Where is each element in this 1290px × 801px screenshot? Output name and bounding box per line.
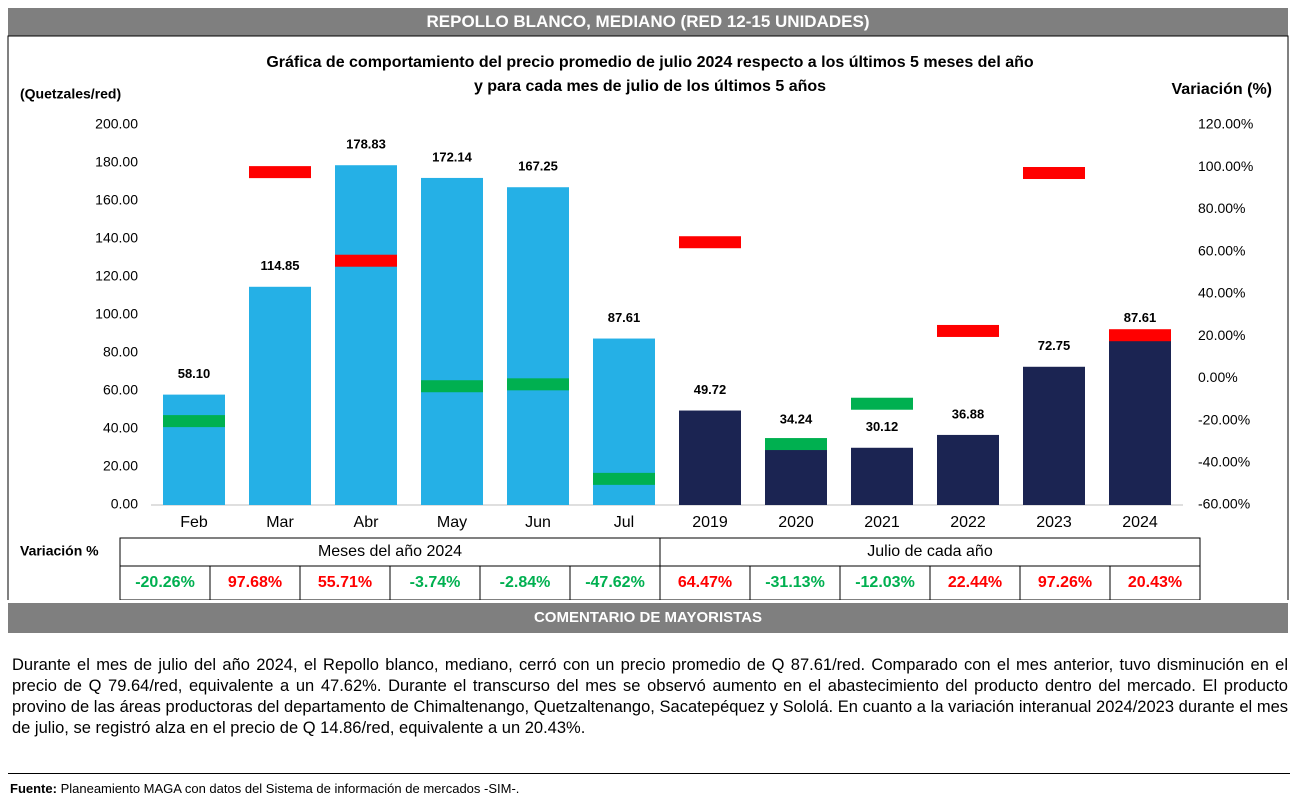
variation-label: -47.62%	[585, 574, 645, 591]
y-tick-label: 160.00	[95, 192, 138, 208]
y-tick-label: 140.00	[95, 230, 138, 246]
y2-tick-label: 0.00%	[1198, 369, 1238, 385]
variation-label: 20.43%	[1128, 574, 1182, 591]
y-tick-label: 180.00	[95, 154, 138, 170]
y-tick-label: 100.00	[95, 306, 138, 322]
variation-label: -12.03%	[855, 574, 915, 591]
y2-tick-label: 100.00%	[1198, 158, 1253, 174]
value-label: 178.83	[346, 137, 386, 152]
variation-label: 97.26%	[1038, 574, 1092, 591]
divider	[8, 773, 1290, 774]
y2-tick-label: -20.00%	[1198, 411, 1250, 427]
variation-label: -3.74%	[410, 574, 461, 591]
comment-text: Durante el mes de julio del año 2024, el…	[12, 656, 1288, 737]
y-tick-label: 80.00	[103, 344, 138, 360]
bar	[1023, 366, 1085, 505]
y-tick-label: 0.00	[111, 496, 138, 512]
value-label: 167.25	[518, 159, 558, 174]
variation-marker	[507, 378, 569, 391]
x-tick-label: 2019	[692, 514, 728, 531]
value-label: 30.12	[866, 419, 899, 434]
variation-marker	[593, 472, 655, 485]
variation-marker	[421, 380, 483, 393]
variation-marker	[937, 324, 999, 337]
value-label: 36.88	[952, 406, 985, 421]
x-tick-label: Abr	[354, 514, 380, 531]
y2-tick-label: 120.00%	[1198, 116, 1253, 132]
value-label: 114.85	[260, 258, 299, 273]
source-text: Planeamiento MAGA con datos del Sistema …	[56, 781, 520, 796]
value-label: 58.10	[178, 366, 211, 381]
variation-label: -2.84%	[500, 574, 551, 591]
x-tick-label: Jun	[525, 514, 551, 531]
y-tick-label: 120.00	[95, 268, 138, 284]
variation-cell	[1109, 565, 1201, 600]
y2-tick-label: 80.00%	[1198, 200, 1245, 216]
comment-title: COMENTARIO DE MAYORISTAS	[8, 603, 1288, 633]
x-tick-label: Jul	[614, 514, 634, 531]
value-label: 72.75	[1038, 338, 1071, 353]
variation-label: -31.13%	[765, 574, 825, 591]
y-tick-label: 60.00	[103, 382, 138, 398]
chart-title: y para cada mes de julio de los últimos …	[474, 78, 826, 95]
source: Fuente: Planeamiento MAGA con datos del …	[10, 781, 519, 796]
variation-label: 97.68%	[228, 574, 282, 591]
variation-label: 55.71%	[318, 574, 372, 591]
group-label: Meses del año 2024	[318, 543, 462, 560]
chart-title: Gráfica de comportamiento del precio pro…	[266, 54, 1034, 71]
y2-tick-label: 60.00%	[1198, 242, 1245, 258]
bar	[765, 439, 827, 505]
y-tick-label: 20.00	[103, 458, 138, 474]
y2-tick-label: -40.00%	[1198, 453, 1250, 469]
value-label: 172.14	[432, 149, 473, 164]
source-label: Fuente:	[10, 781, 57, 796]
variation-row-label: Variación %	[20, 543, 99, 559]
variation-marker	[335, 254, 397, 267]
header-title: REPOLLO BLANCO, MEDIANO (RED 12-15 UNIDA…	[8, 8, 1288, 36]
variation-marker	[1023, 167, 1085, 180]
bar	[249, 286, 311, 505]
bar	[163, 394, 225, 505]
bar	[507, 187, 569, 505]
value-label: 87.61	[1124, 310, 1157, 325]
y-axis-label: (Quetzales/red)	[20, 86, 121, 102]
x-tick-label: 2023	[1036, 514, 1072, 531]
y2-tick-label: -60.00%	[1198, 496, 1250, 512]
bar	[335, 165, 397, 505]
value-label: 49.72	[694, 382, 727, 397]
bar	[851, 447, 913, 505]
bar	[679, 410, 741, 505]
variation-marker	[679, 236, 741, 249]
x-tick-label: May	[437, 514, 467, 531]
variation-marker	[163, 415, 225, 428]
chart-border	[7, 35, 1289, 600]
group-label: Julio de cada año	[867, 543, 993, 560]
variation-label: -20.26%	[135, 574, 195, 591]
x-tick-label: 2022	[950, 514, 986, 531]
bar	[1109, 338, 1171, 505]
y2-axis-label: Variación (%)	[1172, 81, 1272, 98]
x-tick-label: 2021	[864, 514, 900, 531]
bar	[421, 177, 483, 505]
variation-marker	[249, 166, 311, 179]
x-tick-label: 2020	[778, 514, 814, 531]
value-label: 87.61	[608, 310, 641, 325]
chart: Gráfica de comportamiento del precio pro…	[7, 35, 1289, 600]
x-tick-label: Mar	[266, 514, 294, 531]
variation-marker	[765, 438, 827, 451]
y-tick-label: 40.00	[103, 420, 138, 436]
y-tick-label: 200.00	[95, 116, 138, 132]
value-label: 34.24	[780, 411, 813, 426]
variation-marker	[851, 397, 913, 410]
variation-label: 22.44%	[948, 574, 1002, 591]
bar	[937, 434, 999, 505]
y2-tick-label: 40.00%	[1198, 285, 1245, 301]
x-tick-label: 2024	[1122, 514, 1158, 531]
x-tick-label: Feb	[180, 514, 208, 531]
variation-label: 64.47%	[678, 574, 732, 591]
variation-marker	[1109, 329, 1171, 342]
y2-tick-label: 20.00%	[1198, 327, 1245, 343]
